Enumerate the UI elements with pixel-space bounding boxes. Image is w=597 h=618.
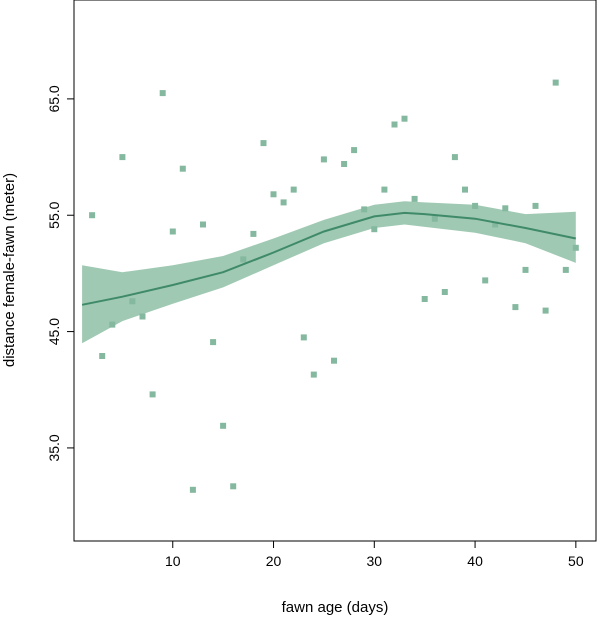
x-axis-title: fawn age (days) (282, 599, 389, 616)
data-point (492, 221, 499, 228)
data-point (149, 391, 156, 398)
data-point (210, 339, 217, 346)
data-point (441, 289, 448, 295)
data-point (220, 422, 227, 429)
x-tick-label: 40 (467, 553, 483, 569)
y-tick-label: 55.0 (46, 201, 62, 228)
data-point (451, 154, 458, 161)
data-point (411, 195, 418, 202)
data-point (391, 121, 398, 128)
data-point (290, 186, 297, 193)
data-point (310, 371, 317, 378)
y-tick-label: 35.0 (46, 434, 62, 461)
data-point (159, 90, 166, 97)
data-point (522, 266, 529, 273)
data-point (300, 334, 307, 341)
fit-line (81, 211, 577, 306)
y-tick-label: 65.0 (46, 85, 62, 112)
x-axis: 10 20 30 40 50 (165, 541, 584, 569)
y-tick-label: 45.0 (46, 318, 62, 345)
data-point (512, 304, 519, 311)
data-point (200, 221, 206, 228)
data-point (572, 244, 579, 251)
y-axis: 35.0 45.0 55.0 65.0 (46, 85, 74, 462)
data-point (109, 321, 116, 328)
confidence-band (82, 201, 576, 344)
fit-line-layer (81, 211, 577, 306)
data-point (361, 206, 368, 213)
data-point (240, 256, 247, 263)
data-point (179, 165, 186, 172)
plot-frame (73, 0, 597, 542)
data-point (542, 307, 549, 314)
data-point (552, 79, 559, 86)
y-axis-title: distance female-fawn (meter) (1, 173, 18, 367)
x-tick-label: 20 (266, 553, 282, 569)
data-point (129, 298, 136, 305)
data-point (502, 205, 509, 212)
data-point (431, 215, 438, 222)
data-point (320, 156, 327, 163)
x-tick-label: 30 (367, 553, 383, 569)
data-point (169, 228, 176, 235)
data-point (139, 313, 146, 320)
data-point (331, 357, 337, 364)
x-tick-label: 10 (165, 553, 181, 569)
data-point (250, 230, 257, 237)
data-point (472, 202, 479, 209)
points-layer (89, 79, 579, 493)
data-point (532, 202, 539, 209)
data-point (119, 154, 126, 161)
data-point (462, 186, 468, 193)
data-point (341, 161, 348, 167)
data-point (371, 226, 378, 233)
data-point (421, 296, 428, 302)
x-tick-label: 50 (568, 553, 584, 569)
data-point (381, 186, 388, 193)
data-point (89, 212, 96, 219)
data-point (482, 277, 489, 284)
data-point (99, 353, 106, 359)
data-point (270, 191, 277, 198)
data-point (351, 147, 358, 154)
confidence-band-layer (82, 201, 576, 344)
data-point (401, 115, 408, 122)
data-point (260, 140, 267, 147)
data-point (230, 483, 237, 490)
data-point (280, 199, 287, 206)
data-point (562, 266, 569, 273)
data-point (189, 486, 196, 493)
